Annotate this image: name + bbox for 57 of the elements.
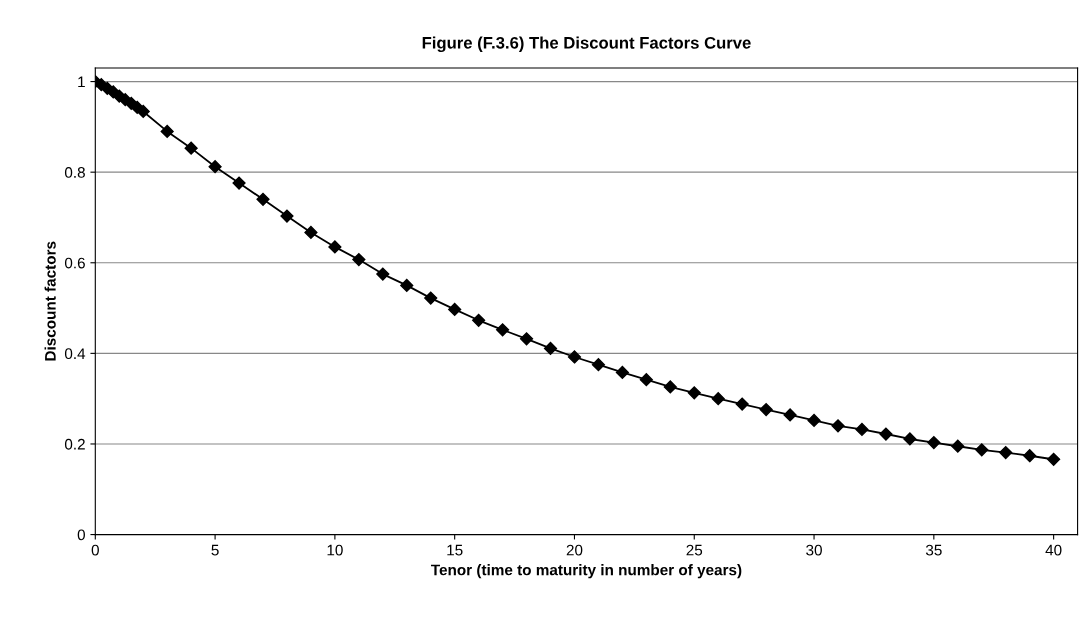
- point: [448, 302, 462, 317]
- point: [328, 240, 342, 254]
- point: [879, 427, 893, 441]
- point: [519, 332, 534, 346]
- point: [567, 350, 582, 364]
- point: [999, 445, 1013, 460]
- x-tick-label: 35: [925, 544, 942, 556]
- point: [807, 413, 821, 428]
- point: [855, 422, 869, 437]
- point: [256, 192, 270, 206]
- x-tick-label: 5: [211, 544, 219, 556]
- point: [591, 358, 606, 372]
- point: [232, 176, 246, 190]
- point: [615, 365, 629, 379]
- point: [136, 104, 150, 119]
- x-tick-label: 20: [566, 544, 583, 556]
- x-tick-label: 30: [806, 544, 822, 556]
- y-tick-label: 0: [77, 529, 85, 541]
- x-axis-title: Tenor (time to maturity in number of years): [430, 564, 742, 579]
- point: [160, 124, 174, 138]
- point: [735, 397, 749, 411]
- y-tick-label: 1: [78, 76, 85, 88]
- point: [783, 408, 797, 422]
- point: [903, 432, 917, 446]
- point: [711, 392, 725, 406]
- point: [543, 341, 558, 355]
- point: [1047, 452, 1061, 466]
- point: [831, 419, 845, 433]
- point: [352, 253, 366, 267]
- point: [663, 380, 677, 394]
- x-tick-label: 15: [447, 544, 463, 556]
- y-tick-label: 0.2: [64, 438, 85, 450]
- point: [424, 291, 438, 305]
- y-axis-title: Discount factors: [44, 241, 56, 361]
- x-tick-label: 0: [91, 544, 99, 556]
- point: [280, 209, 294, 223]
- point: [184, 141, 198, 155]
- point: [472, 313, 486, 327]
- point: [951, 439, 965, 453]
- y-tick-label: 0.8: [64, 167, 85, 178]
- point: [759, 402, 773, 417]
- point: [304, 225, 318, 240]
- x-tick-label: 10: [327, 544, 343, 556]
- point: [400, 278, 414, 293]
- point: [927, 436, 941, 450]
- point: [376, 267, 390, 281]
- point: [496, 323, 510, 337]
- point: [1023, 449, 1037, 463]
- point: [687, 386, 701, 400]
- chart-title: Figure (F.3.6) The Discount Factors Curve: [422, 36, 751, 53]
- point: [975, 443, 989, 457]
- y-tick-label: 0.6: [64, 257, 85, 269]
- y-tick-label: 0.4: [64, 348, 86, 360]
- x-tick-label: 40: [1045, 544, 1062, 556]
- point: [208, 160, 222, 174]
- point: [639, 373, 653, 387]
- x-tick-label: 25: [686, 544, 703, 556]
